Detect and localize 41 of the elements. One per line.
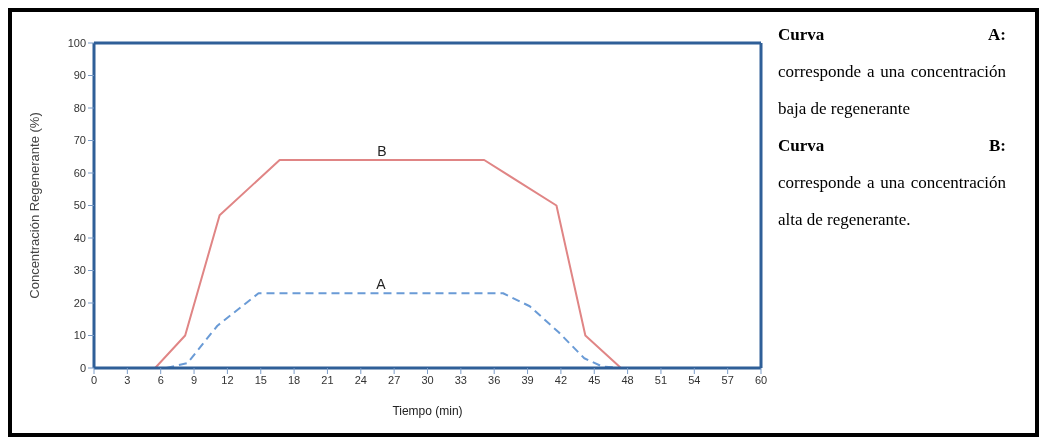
x-tick-label: 51 bbox=[654, 373, 668, 386]
y-tick-label: 50 bbox=[73, 199, 86, 212]
text: Curva B: bbox=[778, 135, 1006, 157]
x-tick-label: 0 bbox=[90, 373, 98, 386]
x-tick-label: 12 bbox=[221, 373, 234, 386]
x-axis-title: Tiempo (min) bbox=[392, 404, 463, 418]
y-tick-label: 0 bbox=[79, 361, 86, 374]
y-tick-label: 90 bbox=[73, 69, 86, 82]
x-tick-label: 42 bbox=[554, 373, 568, 386]
x-tick-label: 9 bbox=[190, 373, 198, 386]
series-label: A bbox=[376, 276, 387, 293]
x-tick-label: 54 bbox=[688, 373, 701, 386]
x-tick-label: 39 bbox=[521, 373, 534, 386]
y-tick-label: 100 bbox=[67, 36, 86, 49]
x-tick-label: 30 bbox=[421, 373, 434, 386]
x-tick-label: 60 bbox=[754, 373, 768, 386]
y-axis-title: Concentración Regenerante (%) bbox=[26, 112, 42, 299]
x-tick-label: 6 bbox=[157, 373, 164, 386]
x-tick-label: 33 bbox=[454, 373, 467, 386]
text: corresponde a una concentración baja de regenerante bbox=[778, 61, 1006, 120]
y-tick-label: 20 bbox=[73, 296, 86, 309]
x-tick-label: 15 bbox=[254, 373, 267, 386]
x-tick-label: 21 bbox=[321, 373, 334, 386]
line-series bbox=[154, 159, 622, 368]
series-label: B bbox=[377, 143, 387, 159]
x-tick-label: 27 bbox=[388, 373, 401, 386]
text: Curva A: bbox=[778, 24, 1006, 46]
x-tick-label: 45 bbox=[588, 373, 601, 386]
y-tick-label: 80 bbox=[73, 101, 86, 114]
text: corresponde a una concentración alta de regenerante. bbox=[778, 172, 1006, 231]
y-tick-label: 60 bbox=[73, 166, 86, 179]
x-tick-label: 48 bbox=[621, 373, 634, 386]
y-tick-label: 40 bbox=[73, 231, 86, 244]
x-tick-label: 24 bbox=[354, 373, 367, 386]
y-tick-label: 10 bbox=[73, 329, 86, 342]
x-tick-label: 3 bbox=[124, 373, 131, 386]
y-tick-label: 30 bbox=[73, 264, 86, 277]
x-tick-label: 18 bbox=[287, 373, 301, 386]
y-tick-label: 70 bbox=[73, 134, 86, 147]
x-tick-label: 36 bbox=[488, 373, 501, 386]
x-tick-label: 57 bbox=[721, 373, 734, 386]
